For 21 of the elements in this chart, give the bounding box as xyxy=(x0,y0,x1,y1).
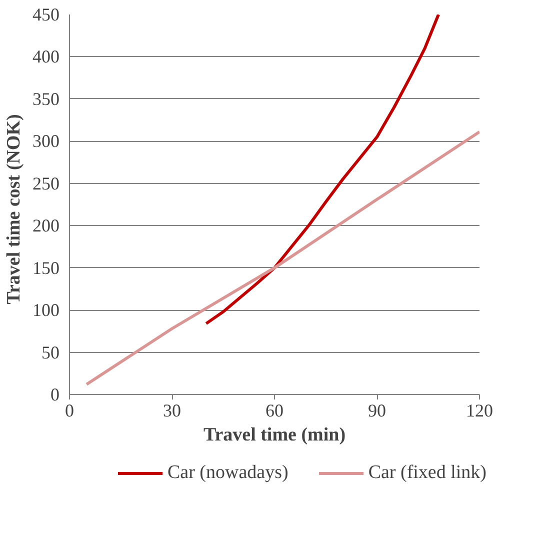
x-tick-label: 0 xyxy=(65,400,74,420)
y-tick-label: 200 xyxy=(32,216,60,236)
x-tick-label: 60 xyxy=(266,400,284,420)
x-tick-label: 120 xyxy=(466,400,493,420)
y-tick-label: 0 xyxy=(50,384,60,404)
y-tick-label: 50 xyxy=(42,342,60,362)
x-tick-label: 90 xyxy=(368,400,386,420)
y-tick-label: 250 xyxy=(32,173,60,194)
y-tick-label: 100 xyxy=(32,300,60,320)
line-series xyxy=(204,14,440,326)
legend-label: Car (nowadays) xyxy=(167,462,288,484)
y-tick-label: 150 xyxy=(32,258,60,278)
line-series xyxy=(85,130,480,386)
legend-label: Car (fixed link) xyxy=(368,462,487,484)
y-tick-label: 400 xyxy=(32,46,60,67)
y-tick-label: 450 xyxy=(32,4,60,24)
y-tick-label: 350 xyxy=(32,88,60,109)
x-axis-title: Travel time (min) xyxy=(203,424,346,446)
y-tick-label: 300 xyxy=(32,131,60,152)
y-axis-title: Travel time cost (NOK) xyxy=(4,114,24,304)
x-tick-label: 30 xyxy=(163,400,181,420)
